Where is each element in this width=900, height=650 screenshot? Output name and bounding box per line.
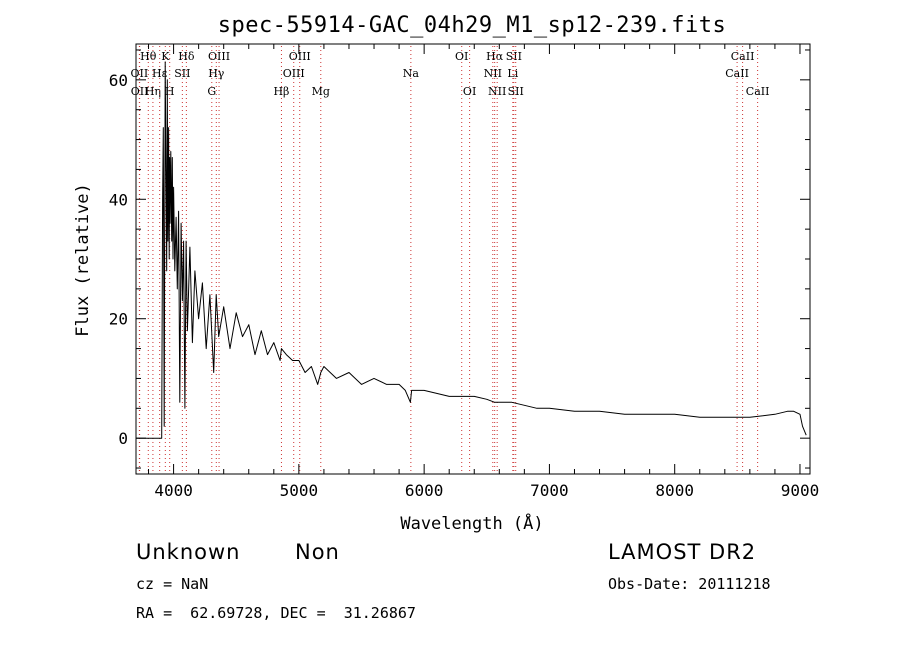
survey-name: LAMOST DR2 — [608, 540, 757, 564]
redshift-cz: cz = NaN — [136, 575, 209, 593]
line-marker-label: Hα — [486, 50, 504, 63]
line-marker-label: Hγ — [208, 67, 225, 80]
line-marker-label: CaII — [725, 67, 749, 80]
line-marker-label: NII — [484, 67, 502, 80]
coordinates: RA = 62.69728, DEC = 31.26867 — [136, 604, 416, 622]
x-tick-label: 5000 — [280, 481, 319, 500]
line-marker-label: Li — [507, 67, 518, 80]
spectral-subclass: Non — [295, 540, 340, 564]
line-marker-label: OIII — [283, 67, 305, 80]
x-axis-label: Wavelength (Å) — [400, 512, 543, 534]
line-marker-label: CaII — [746, 85, 770, 98]
spectrum-line — [136, 61, 807, 439]
chart-title: spec-55914-GAC_04h29_M1_sp12-239.fits — [218, 13, 727, 38]
y-tick-label: 60 — [109, 71, 128, 90]
x-tick-label: 6000 — [405, 481, 444, 500]
spectrum-series — [136, 61, 807, 439]
line-marker-label: Hβ — [273, 85, 289, 98]
line-marker-label: OIII — [289, 50, 311, 63]
line-marker-label: SII — [506, 50, 522, 63]
line-marker-label: OI — [455, 50, 468, 63]
line-marker-label: Hε — [152, 67, 168, 80]
line-marker-label: Hθ — [140, 50, 157, 63]
line-marker-label: OII — [131, 67, 149, 80]
x-tick-label: 7000 — [530, 481, 569, 500]
obs-date: Obs-Date: 20111218 — [608, 575, 771, 593]
plot-frame — [135, 43, 811, 475]
line-marker-label: SII — [508, 85, 524, 98]
line-marker-label: SII — [174, 67, 190, 80]
line-marker-label: OIII — [208, 50, 230, 63]
line-marker-label: K — [161, 50, 170, 63]
line-marker-label: Mg — [312, 85, 330, 98]
y-tick-label: 40 — [109, 190, 128, 209]
line-marker-label: G — [207, 85, 216, 98]
line-marker-label: OI — [463, 85, 476, 98]
line-marker-label: CaII — [731, 50, 755, 63]
line-marker-label: Hδ — [178, 50, 195, 63]
x-tick-label: 4000 — [154, 481, 193, 500]
y-tick-label: 0 — [118, 429, 128, 448]
line-marker-label: OII — [131, 85, 149, 98]
y-axis-label: Flux (relative) — [73, 183, 93, 337]
line-marker-label: Hη — [145, 85, 161, 98]
line-marker-label: H — [165, 85, 175, 98]
spectral-class: Unknown — [136, 540, 241, 564]
line-marker-label: NII — [488, 85, 506, 98]
line-marker-label: Na — [403, 67, 420, 80]
axis-ticks: 4000 5000 6000 7000 8000 9000 0 20 40 60 — [109, 44, 820, 500]
x-tick-label: 9000 — [781, 481, 820, 500]
x-tick-label: 8000 — [655, 481, 694, 500]
y-tick-label: 20 — [109, 310, 128, 329]
